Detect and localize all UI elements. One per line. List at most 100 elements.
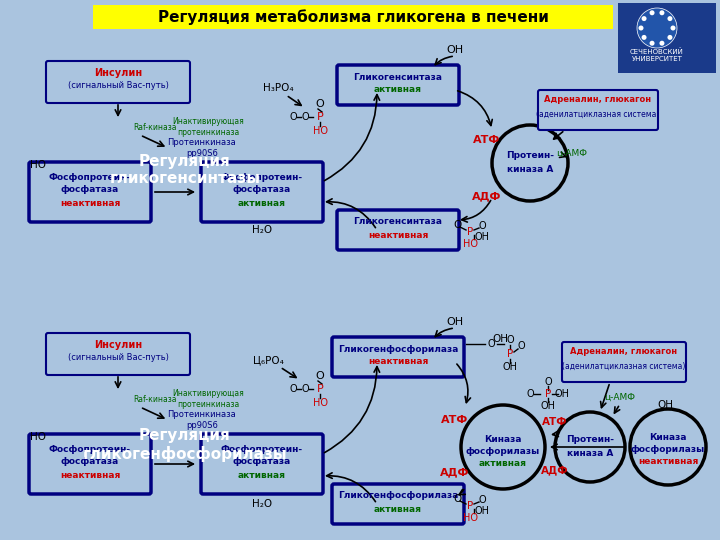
Text: Фосфопротеин-: Фосфопротеин- bbox=[49, 444, 131, 454]
Text: НО: НО bbox=[30, 432, 46, 442]
Text: Регуляция
гликогенфосфорилазы: Регуляция гликогенфосфорилазы bbox=[83, 428, 287, 462]
Circle shape bbox=[649, 10, 654, 15]
Text: (сигнальный Вас-путь): (сигнальный Вас-путь) bbox=[68, 82, 168, 91]
FancyBboxPatch shape bbox=[332, 337, 464, 377]
Text: Фосфопротеин-: Фосфопротеин- bbox=[221, 444, 303, 454]
Text: Гликогенфосфорилаза: Гликогенфосфорилаза bbox=[338, 345, 458, 354]
Text: Регуляция метаболизма гликогена в печени: Регуляция метаболизма гликогена в печени bbox=[158, 9, 549, 25]
Text: фосфатаза: фосфатаза bbox=[233, 185, 291, 193]
Text: HO: HO bbox=[462, 513, 477, 523]
Text: OH: OH bbox=[503, 362, 518, 372]
Circle shape bbox=[649, 40, 654, 46]
Circle shape bbox=[639, 25, 644, 30]
Text: (сигнальный Вас-путь): (сигнальный Вас-путь) bbox=[68, 354, 168, 362]
Text: Киназа: Киназа bbox=[485, 435, 522, 443]
Text: O: O bbox=[315, 99, 325, 109]
Text: Фосфопротеин-: Фосфопротеин- bbox=[221, 172, 303, 181]
Text: Ц₆РО₄: Ц₆РО₄ bbox=[253, 355, 284, 365]
Text: HO: HO bbox=[312, 126, 328, 136]
Circle shape bbox=[642, 35, 647, 40]
Text: Киназа: Киназа bbox=[649, 433, 687, 442]
Text: O: O bbox=[506, 335, 514, 345]
Circle shape bbox=[492, 125, 568, 201]
Text: OH: OH bbox=[554, 389, 570, 399]
Text: ц-АМФ: ц-АМФ bbox=[557, 148, 588, 158]
Text: неактивная: неактивная bbox=[368, 357, 428, 367]
Circle shape bbox=[667, 16, 672, 21]
FancyBboxPatch shape bbox=[46, 61, 190, 103]
Text: (аденилатциклазная система): (аденилатциклазная система) bbox=[536, 110, 660, 118]
Text: O: O bbox=[301, 384, 309, 394]
Text: OH: OH bbox=[474, 506, 490, 516]
Circle shape bbox=[660, 40, 665, 46]
Text: O: O bbox=[301, 112, 309, 122]
Circle shape bbox=[461, 405, 545, 489]
Text: O: O bbox=[544, 377, 552, 387]
Text: Raf-киназа: Raf-киназа bbox=[133, 123, 176, 132]
Text: НО: НО bbox=[30, 160, 46, 170]
Text: O: O bbox=[487, 339, 495, 349]
Text: ц-АМФ: ц-АМФ bbox=[605, 393, 636, 402]
Text: Протеинкиназа
pp90S6: Протеинкиназа pp90S6 bbox=[168, 410, 236, 430]
Text: фосфорилазы: фосфорилазы bbox=[466, 447, 540, 456]
Text: ОН: ОН bbox=[657, 400, 673, 410]
Text: фосфатаза: фосфатаза bbox=[61, 185, 119, 193]
Text: Гликогенсинтаза: Гликогенсинтаза bbox=[354, 218, 443, 226]
Text: Raf-киназа: Raf-киназа bbox=[133, 395, 176, 404]
Text: Протеин-: Протеин- bbox=[506, 152, 554, 160]
Text: O: O bbox=[478, 221, 486, 231]
Text: OH: OH bbox=[541, 401, 556, 411]
Circle shape bbox=[555, 412, 625, 482]
Text: Фосфопротеин-: Фосфопротеин- bbox=[49, 172, 131, 181]
Text: P: P bbox=[545, 389, 551, 399]
Text: Н₃РО₄: Н₃РО₄ bbox=[263, 83, 293, 93]
FancyBboxPatch shape bbox=[538, 90, 658, 130]
Text: неактивная: неактивная bbox=[60, 470, 120, 480]
Text: O: O bbox=[453, 220, 461, 230]
Text: Инактивирующая
протеинкиназа: Инактивирующая протеинкиназа bbox=[172, 389, 244, 409]
Text: активная: активная bbox=[238, 470, 286, 480]
Text: P: P bbox=[507, 349, 513, 359]
Text: АТФ: АТФ bbox=[542, 417, 568, 427]
Circle shape bbox=[637, 8, 677, 48]
Text: Регуляция
гликогенсинтазы: Регуляция гликогенсинтазы bbox=[109, 154, 261, 186]
Text: АДФ: АДФ bbox=[441, 467, 469, 477]
FancyBboxPatch shape bbox=[562, 342, 686, 382]
Text: Адреналин, глюкагон: Адреналин, глюкагон bbox=[570, 348, 678, 356]
Text: Инсулин: Инсулин bbox=[94, 68, 142, 78]
Text: активная: активная bbox=[374, 504, 422, 514]
Text: HO: HO bbox=[312, 398, 328, 408]
Text: O: O bbox=[453, 494, 461, 504]
Text: P: P bbox=[317, 112, 323, 122]
Text: O: O bbox=[315, 371, 325, 381]
Text: неактивная: неактивная bbox=[638, 457, 698, 467]
Circle shape bbox=[670, 25, 675, 30]
Text: активная: активная bbox=[238, 199, 286, 207]
Text: фосфатаза: фосфатаза bbox=[233, 456, 291, 465]
Text: HO: HO bbox=[462, 239, 477, 249]
Text: Н₂О: Н₂О bbox=[252, 225, 272, 235]
Text: P: P bbox=[467, 501, 473, 511]
Text: Протеин-: Протеин- bbox=[566, 435, 614, 444]
Text: OH: OH bbox=[474, 232, 490, 242]
Circle shape bbox=[667, 35, 672, 40]
FancyBboxPatch shape bbox=[29, 434, 151, 494]
Text: O: O bbox=[289, 112, 297, 122]
Text: (аденилатциклазная система): (аденилатциклазная система) bbox=[562, 361, 685, 370]
Text: АДФ: АДФ bbox=[541, 465, 569, 475]
Text: АТФ: АТФ bbox=[441, 415, 469, 425]
Text: фосфорилазы: фосфорилазы bbox=[631, 444, 705, 454]
FancyBboxPatch shape bbox=[332, 484, 464, 524]
Text: фосфатаза: фосфатаза bbox=[61, 456, 119, 465]
Text: Н₂О: Н₂О bbox=[252, 499, 272, 509]
FancyBboxPatch shape bbox=[201, 434, 323, 494]
Text: Гликогенфосфорилаза: Гликогенфосфорилаза bbox=[338, 491, 458, 501]
FancyBboxPatch shape bbox=[201, 162, 323, 222]
Text: Инактивирующая
протеинкиназа: Инактивирующая протеинкиназа bbox=[172, 117, 244, 137]
Text: Протеинкиназа
pp90S6: Протеинкиназа pp90S6 bbox=[168, 138, 236, 158]
Text: O: O bbox=[526, 389, 534, 399]
Text: киназа А: киназа А bbox=[507, 165, 553, 174]
FancyBboxPatch shape bbox=[618, 3, 716, 73]
Text: АДФ: АДФ bbox=[472, 191, 502, 201]
FancyBboxPatch shape bbox=[337, 65, 459, 105]
